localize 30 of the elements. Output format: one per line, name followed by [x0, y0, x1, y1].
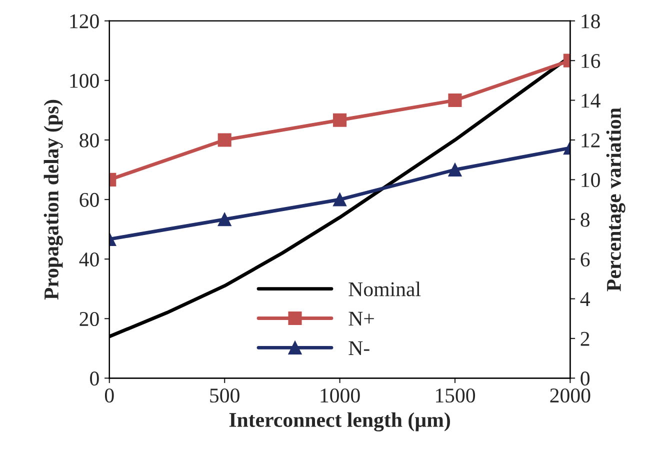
y2-tick-label: 16 [582, 54, 600, 68]
y2-axis-title: Percentage variation [606, 108, 626, 292]
y2-tick-label: 10 [582, 173, 600, 188]
legend-label: N+ [348, 312, 374, 326]
y-tick-label: 80 [80, 133, 99, 148]
y2-tick-label: 0 [580, 372, 590, 386]
y2-tick-label: 6 [580, 252, 590, 266]
x-tick-label: 1500 [436, 388, 476, 403]
y2-tick-label: 18 [582, 14, 600, 28]
point [333, 113, 347, 127]
y-tick-label: 20 [80, 312, 99, 326]
y2-tick-label: 14 [582, 94, 600, 108]
y-tick-label: 60 [80, 192, 99, 207]
y2-tick-label: 2 [580, 332, 590, 346]
x-tick-label: 1000 [320, 388, 360, 403]
y-tick-label: 120 [70, 14, 99, 28]
y-tick-label: 40 [79, 252, 99, 266]
x-axis-title: Interconnect length (µm) [229, 412, 450, 432]
y-tick-label: 0 [90, 372, 99, 386]
y2-tick-label: 12 [582, 133, 600, 148]
x-tick-label: 500 [210, 388, 240, 403]
y-axis-title: Propagation delay (ps) [44, 100, 63, 300]
y-tick-label: 100 [70, 74, 99, 88]
y2-tick-label: 4 [580, 292, 590, 306]
legend-label: N- [348, 341, 370, 355]
point [333, 192, 347, 206]
legend-label: Nominal [348, 282, 421, 296]
y2-tick-label: 8 [580, 212, 590, 227]
x-tick-label: 0 [104, 388, 114, 403]
x-tick-label: 2000 [550, 388, 590, 403]
